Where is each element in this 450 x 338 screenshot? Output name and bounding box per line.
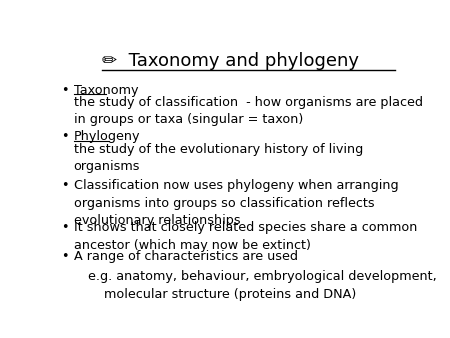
Text: •: • (62, 130, 69, 143)
Text: e.g. anatomy, behaviour, embryological development,
    molecular structure (pro: e.g. anatomy, behaviour, embryological d… (88, 270, 436, 300)
Text: •: • (62, 179, 69, 192)
Text: the study of classification  - how organisms are placed
in groups or taxa (singu: the study of classification - how organi… (74, 96, 423, 126)
Text: •: • (62, 250, 69, 263)
Text: A range of characteristics are used: A range of characteristics are used (74, 250, 298, 263)
Text: Classification now uses phylogeny when arranging
organisms into groups so classi: Classification now uses phylogeny when a… (74, 179, 398, 227)
Text: ✏  Taxonomy and phylogeny: ✏ Taxonomy and phylogeny (102, 52, 359, 70)
Text: Phylogeny: Phylogeny (74, 130, 140, 143)
Text: •: • (62, 83, 69, 97)
Text: the study of the evolutionary history of living
organisms: the study of the evolutionary history of… (74, 143, 363, 173)
Text: Taxonomy: Taxonomy (74, 83, 138, 97)
Text: •: • (62, 221, 69, 235)
Text: It shows that closely related species share a common
ancestor (which may now be : It shows that closely related species sh… (74, 221, 417, 252)
